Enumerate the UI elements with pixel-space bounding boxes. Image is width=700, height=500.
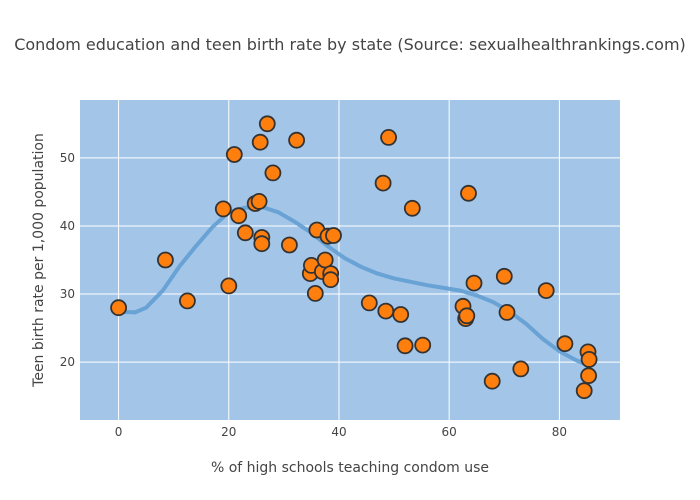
x-tick-label: 20	[221, 425, 236, 439]
data-point	[465, 274, 483, 292]
data-point	[392, 306, 410, 323]
data-point	[288, 131, 306, 149]
y-tick-label: 50	[60, 151, 75, 165]
data-point	[230, 207, 248, 225]
data-point	[537, 282, 555, 300]
data-point	[220, 277, 238, 295]
data-point	[458, 307, 476, 325]
y-tick-label: 20	[60, 355, 75, 369]
data-point	[253, 235, 271, 253]
data-point	[483, 372, 501, 390]
data-point	[214, 200, 232, 218]
data-point	[258, 115, 276, 133]
data-point	[498, 303, 516, 321]
y-tick-label: 30	[60, 287, 75, 301]
data-point	[250, 192, 268, 210]
data-point	[556, 335, 574, 353]
data-point	[360, 294, 378, 312]
x-tick-label: 80	[552, 425, 567, 439]
data-point	[110, 299, 127, 317]
data-point	[396, 337, 414, 355]
data-point	[580, 367, 597, 385]
chart-title: Condom education and teen birth rate by …	[14, 35, 686, 54]
data-point	[322, 271, 340, 289]
data-point	[380, 128, 398, 146]
data-point	[495, 267, 513, 285]
x-tick-label: 0	[115, 425, 123, 439]
data-point	[264, 164, 282, 182]
x-axis: 0 20 40 60 80	[115, 425, 567, 439]
x-axis-label: % of high schools teaching condom use	[211, 460, 489, 476]
grid	[80, 100, 620, 420]
x-tick-label: 60	[442, 425, 457, 439]
data-point	[325, 227, 342, 244]
data-point	[251, 133, 269, 151]
data-point	[178, 292, 196, 310]
data-point	[460, 184, 477, 202]
x-tick-label: 40	[331, 425, 346, 439]
data-point	[414, 336, 432, 354]
data-point	[225, 146, 243, 163]
data-point	[156, 251, 174, 269]
y-tick-label: 40	[60, 219, 75, 233]
scatter-points	[110, 115, 598, 400]
data-point	[512, 360, 530, 378]
data-point	[306, 284, 324, 302]
data-point	[236, 224, 254, 242]
y-axis: 20 30 40 50	[60, 151, 75, 369]
data-point	[280, 236, 298, 254]
data-point	[377, 302, 395, 320]
data-point	[403, 199, 421, 217]
y-axis-label: Teen birth rate per 1,000 population	[31, 133, 47, 388]
data-point	[374, 174, 392, 192]
data-point	[580, 350, 598, 368]
data-point	[575, 382, 593, 400]
